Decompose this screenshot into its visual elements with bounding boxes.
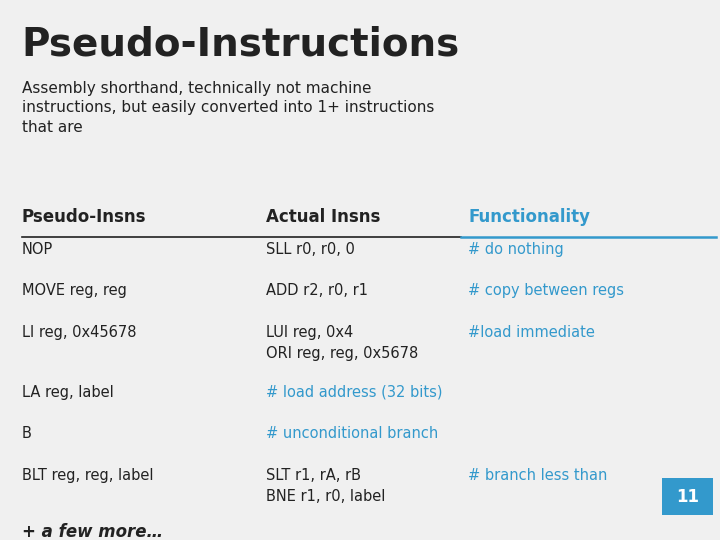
Text: LUI reg, 0x4
ORI reg, reg, 0x5678: LUI reg, 0x4 ORI reg, reg, 0x5678 xyxy=(266,325,418,361)
Text: SLT r1, rA, rB
BNE r1, r0, label: SLT r1, rA, rB BNE r1, r0, label xyxy=(266,468,386,504)
FancyBboxPatch shape xyxy=(662,478,713,515)
Text: # copy between regs: # copy between regs xyxy=(468,284,624,299)
Text: B: B xyxy=(22,427,32,441)
Text: # branch less than: # branch less than xyxy=(468,468,608,483)
Text: 11: 11 xyxy=(676,488,699,505)
Text: Functionality: Functionality xyxy=(468,208,590,226)
Text: Actual Insns: Actual Insns xyxy=(266,208,381,226)
Text: # unconditional branch: # unconditional branch xyxy=(266,427,438,441)
Text: MOVE reg, reg: MOVE reg, reg xyxy=(22,284,127,299)
Text: LI reg, 0x45678: LI reg, 0x45678 xyxy=(22,325,136,340)
Text: + a few more…: + a few more… xyxy=(22,523,163,540)
Text: # do nothing: # do nothing xyxy=(468,242,564,256)
Text: ADD r2, r0, r1: ADD r2, r0, r1 xyxy=(266,284,369,299)
Text: SLL r0, r0, 0: SLL r0, r0, 0 xyxy=(266,242,355,256)
Text: # load address (32 bits): # load address (32 bits) xyxy=(266,384,443,400)
Text: BLT reg, reg, label: BLT reg, reg, label xyxy=(22,468,153,483)
Text: Pseudo-Instructions: Pseudo-Instructions xyxy=(22,26,460,64)
Text: LA reg, label: LA reg, label xyxy=(22,384,113,400)
Text: NOP: NOP xyxy=(22,242,53,256)
Text: Assembly shorthand, technically not machine
instructions, but easily converted i: Assembly shorthand, technically not mach… xyxy=(22,80,434,135)
Text: #load immediate: #load immediate xyxy=(468,325,595,340)
Text: Pseudo-Insns: Pseudo-Insns xyxy=(22,208,146,226)
